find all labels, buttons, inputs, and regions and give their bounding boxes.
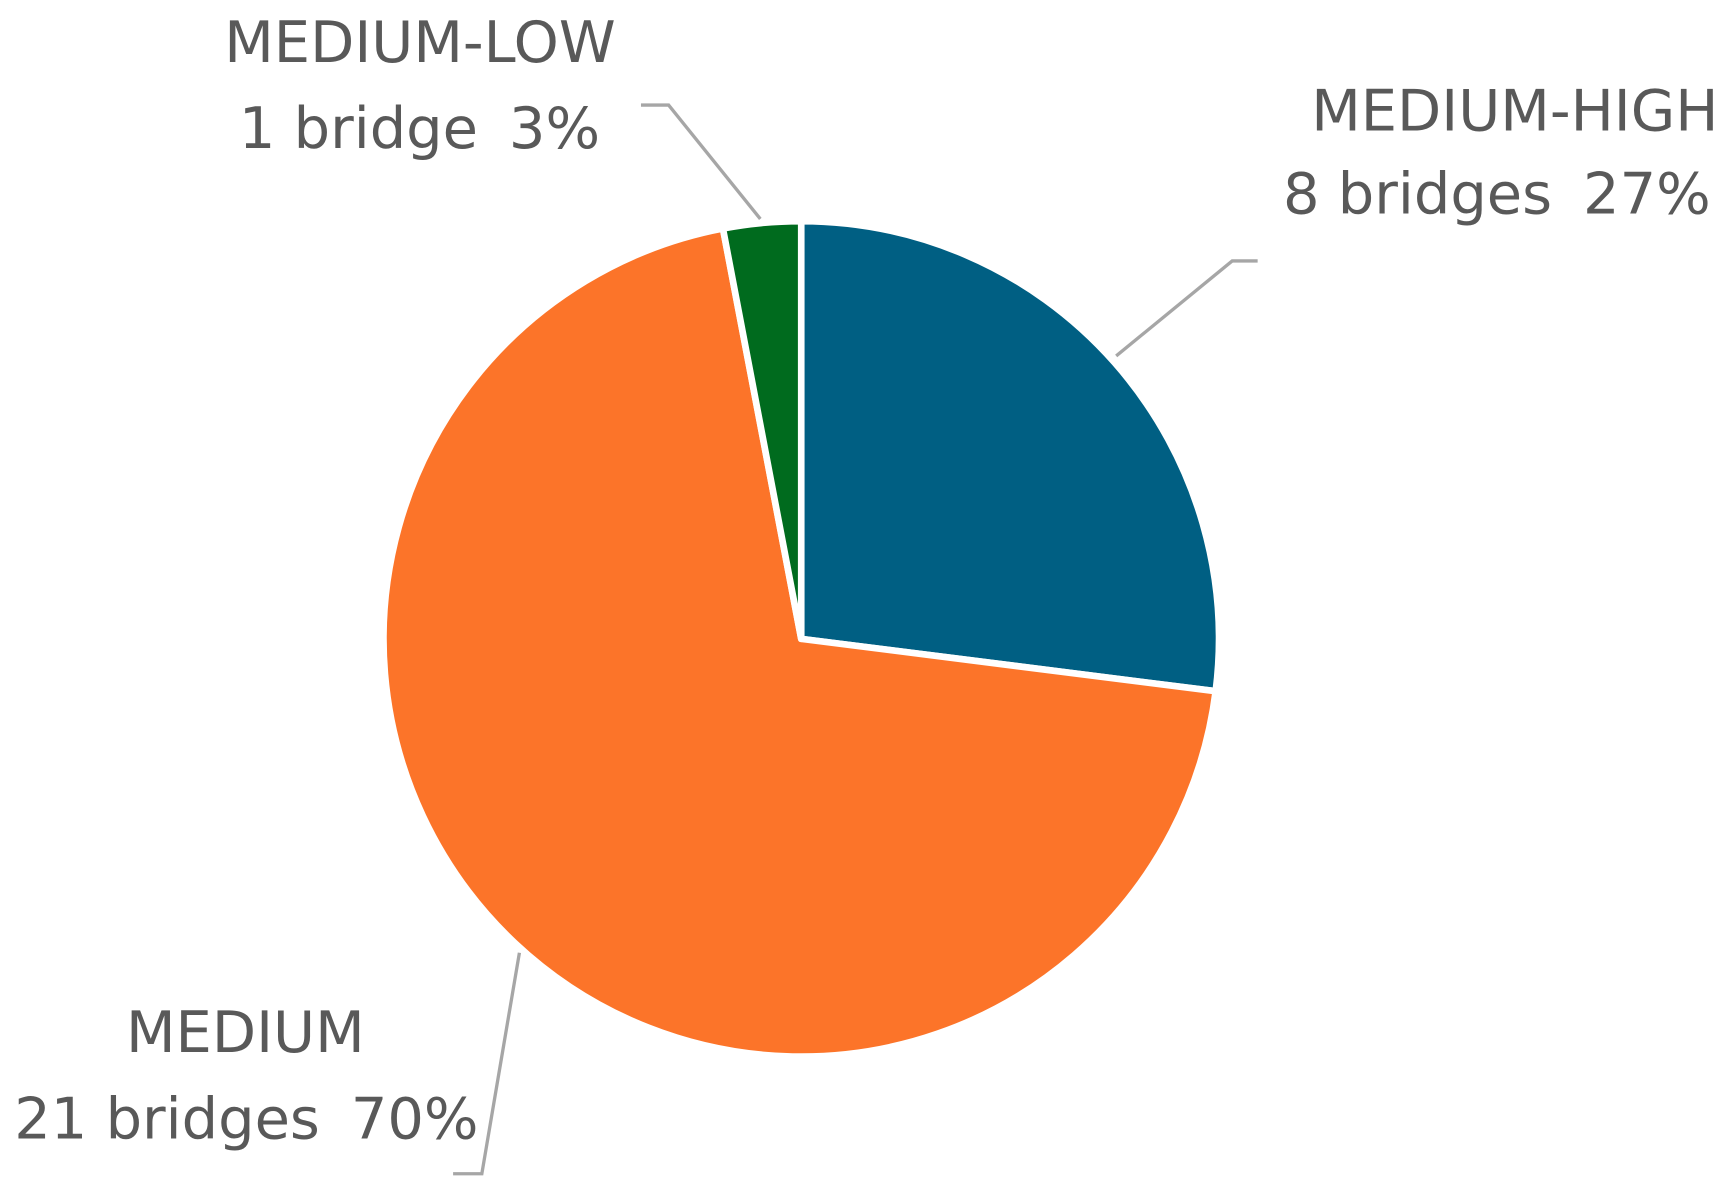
slice-value: 1 bridge 3% (239, 95, 600, 162)
percent-label: 70% (351, 1085, 479, 1152)
pie-slice (380, 225, 1219, 1060)
slice-label: MEDIUM-LOW (224, 9, 615, 76)
leader-line (640, 103, 762, 220)
slice-label: MEDIUM (126, 999, 365, 1066)
pie-slice (719, 217, 805, 643)
leader-line (1115, 259, 1258, 358)
slice-label: MEDIUM-HIGH (1311, 78, 1718, 145)
leader-line (453, 952, 522, 1176)
slice-value: 21 bridges 70% (14, 1085, 478, 1152)
count-label: 8 bridges (1283, 160, 1552, 227)
percent-label: 3% (509, 95, 600, 162)
pie (380, 217, 1223, 1060)
percent-label: 27% (1583, 160, 1711, 227)
pie-slice (797, 217, 1223, 695)
slice-value: 8 bridges 27% (1283, 160, 1711, 227)
count-label: 1 bridge (239, 95, 478, 162)
count-label: 21 bridges (14, 1085, 320, 1152)
